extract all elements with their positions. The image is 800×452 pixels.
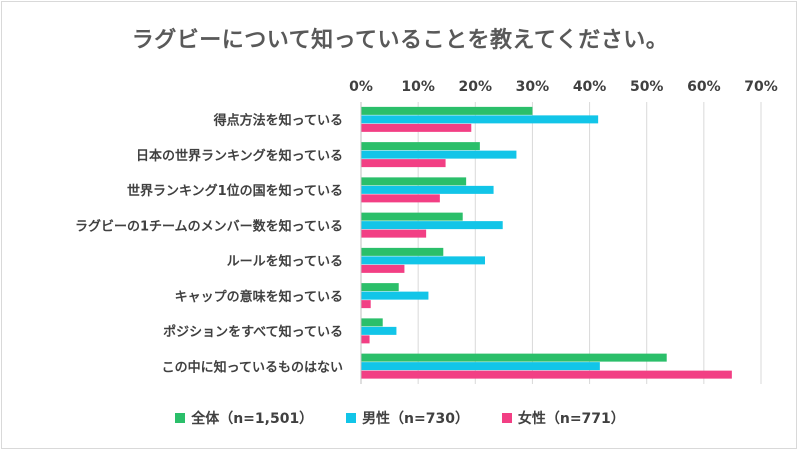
bar	[361, 256, 485, 265]
bar	[361, 291, 429, 300]
bar	[361, 115, 599, 124]
bar	[361, 221, 503, 230]
bar	[361, 142, 480, 151]
legend-item-all: 全体（n=1,501）	[175, 408, 313, 428]
legend-item-male: 男性（n=730）	[346, 408, 469, 428]
bar	[361, 106, 533, 115]
bar	[361, 370, 732, 379]
bar	[361, 247, 444, 256]
bar	[361, 283, 399, 292]
bar	[361, 185, 494, 194]
bar	[361, 318, 383, 327]
legend-item-female: 女性（n=771）	[501, 408, 625, 428]
bar	[361, 159, 446, 168]
x-tick-label: 20%	[459, 79, 493, 95]
legend-label-male: 男性（n=730）	[362, 411, 469, 427]
x-tick-label: 60%	[687, 79, 721, 95]
bar	[361, 353, 667, 362]
x-tick-label: 40%	[573, 79, 607, 95]
category-label: 世界ランキング1位の国を知っている	[127, 183, 343, 199]
legend-swatch-male	[346, 413, 357, 423]
bar	[361, 335, 370, 344]
category-label: この中に知っているものはない	[162, 359, 343, 375]
bar	[361, 229, 427, 238]
bar	[361, 264, 405, 273]
chart-title: ラグビーについて知っていることを教えてください。	[131, 28, 669, 53]
bar	[361, 177, 467, 186]
category-label: ポジションをすべて知っている	[163, 324, 343, 340]
x-tick-label: 30%	[516, 79, 550, 95]
bar	[361, 362, 600, 371]
x-tick-label: 0%	[349, 79, 373, 95]
x-tick-label: 70%	[744, 79, 778, 95]
bar	[361, 194, 440, 203]
category-label: 日本の世界ランキングを知っている	[136, 148, 343, 164]
bar	[361, 123, 472, 132]
legend-swatch-all	[175, 413, 186, 423]
bar	[361, 212, 463, 221]
category-label: ルールを知っている	[227, 254, 343, 270]
x-tick-label: 10%	[401, 79, 435, 95]
category-label: ラグビーの1チームのメンバー数を知っている	[75, 218, 343, 234]
bar	[361, 300, 371, 309]
legend-label-all: 全体（n=1,501）	[191, 411, 314, 427]
bar	[361, 150, 517, 159]
legend-label-female: 女性（n=771）	[517, 411, 625, 427]
legend-swatch-female	[501, 413, 512, 423]
bar	[361, 326, 397, 335]
x-tick-label: 50%	[630, 79, 664, 95]
category-label: キャップの意味を知っている	[175, 289, 343, 305]
category-label: 得点方法を知っている	[213, 113, 343, 129]
legend: 全体（n=1,501） 男性（n=730） 女性（n=771）	[0, 408, 800, 428]
